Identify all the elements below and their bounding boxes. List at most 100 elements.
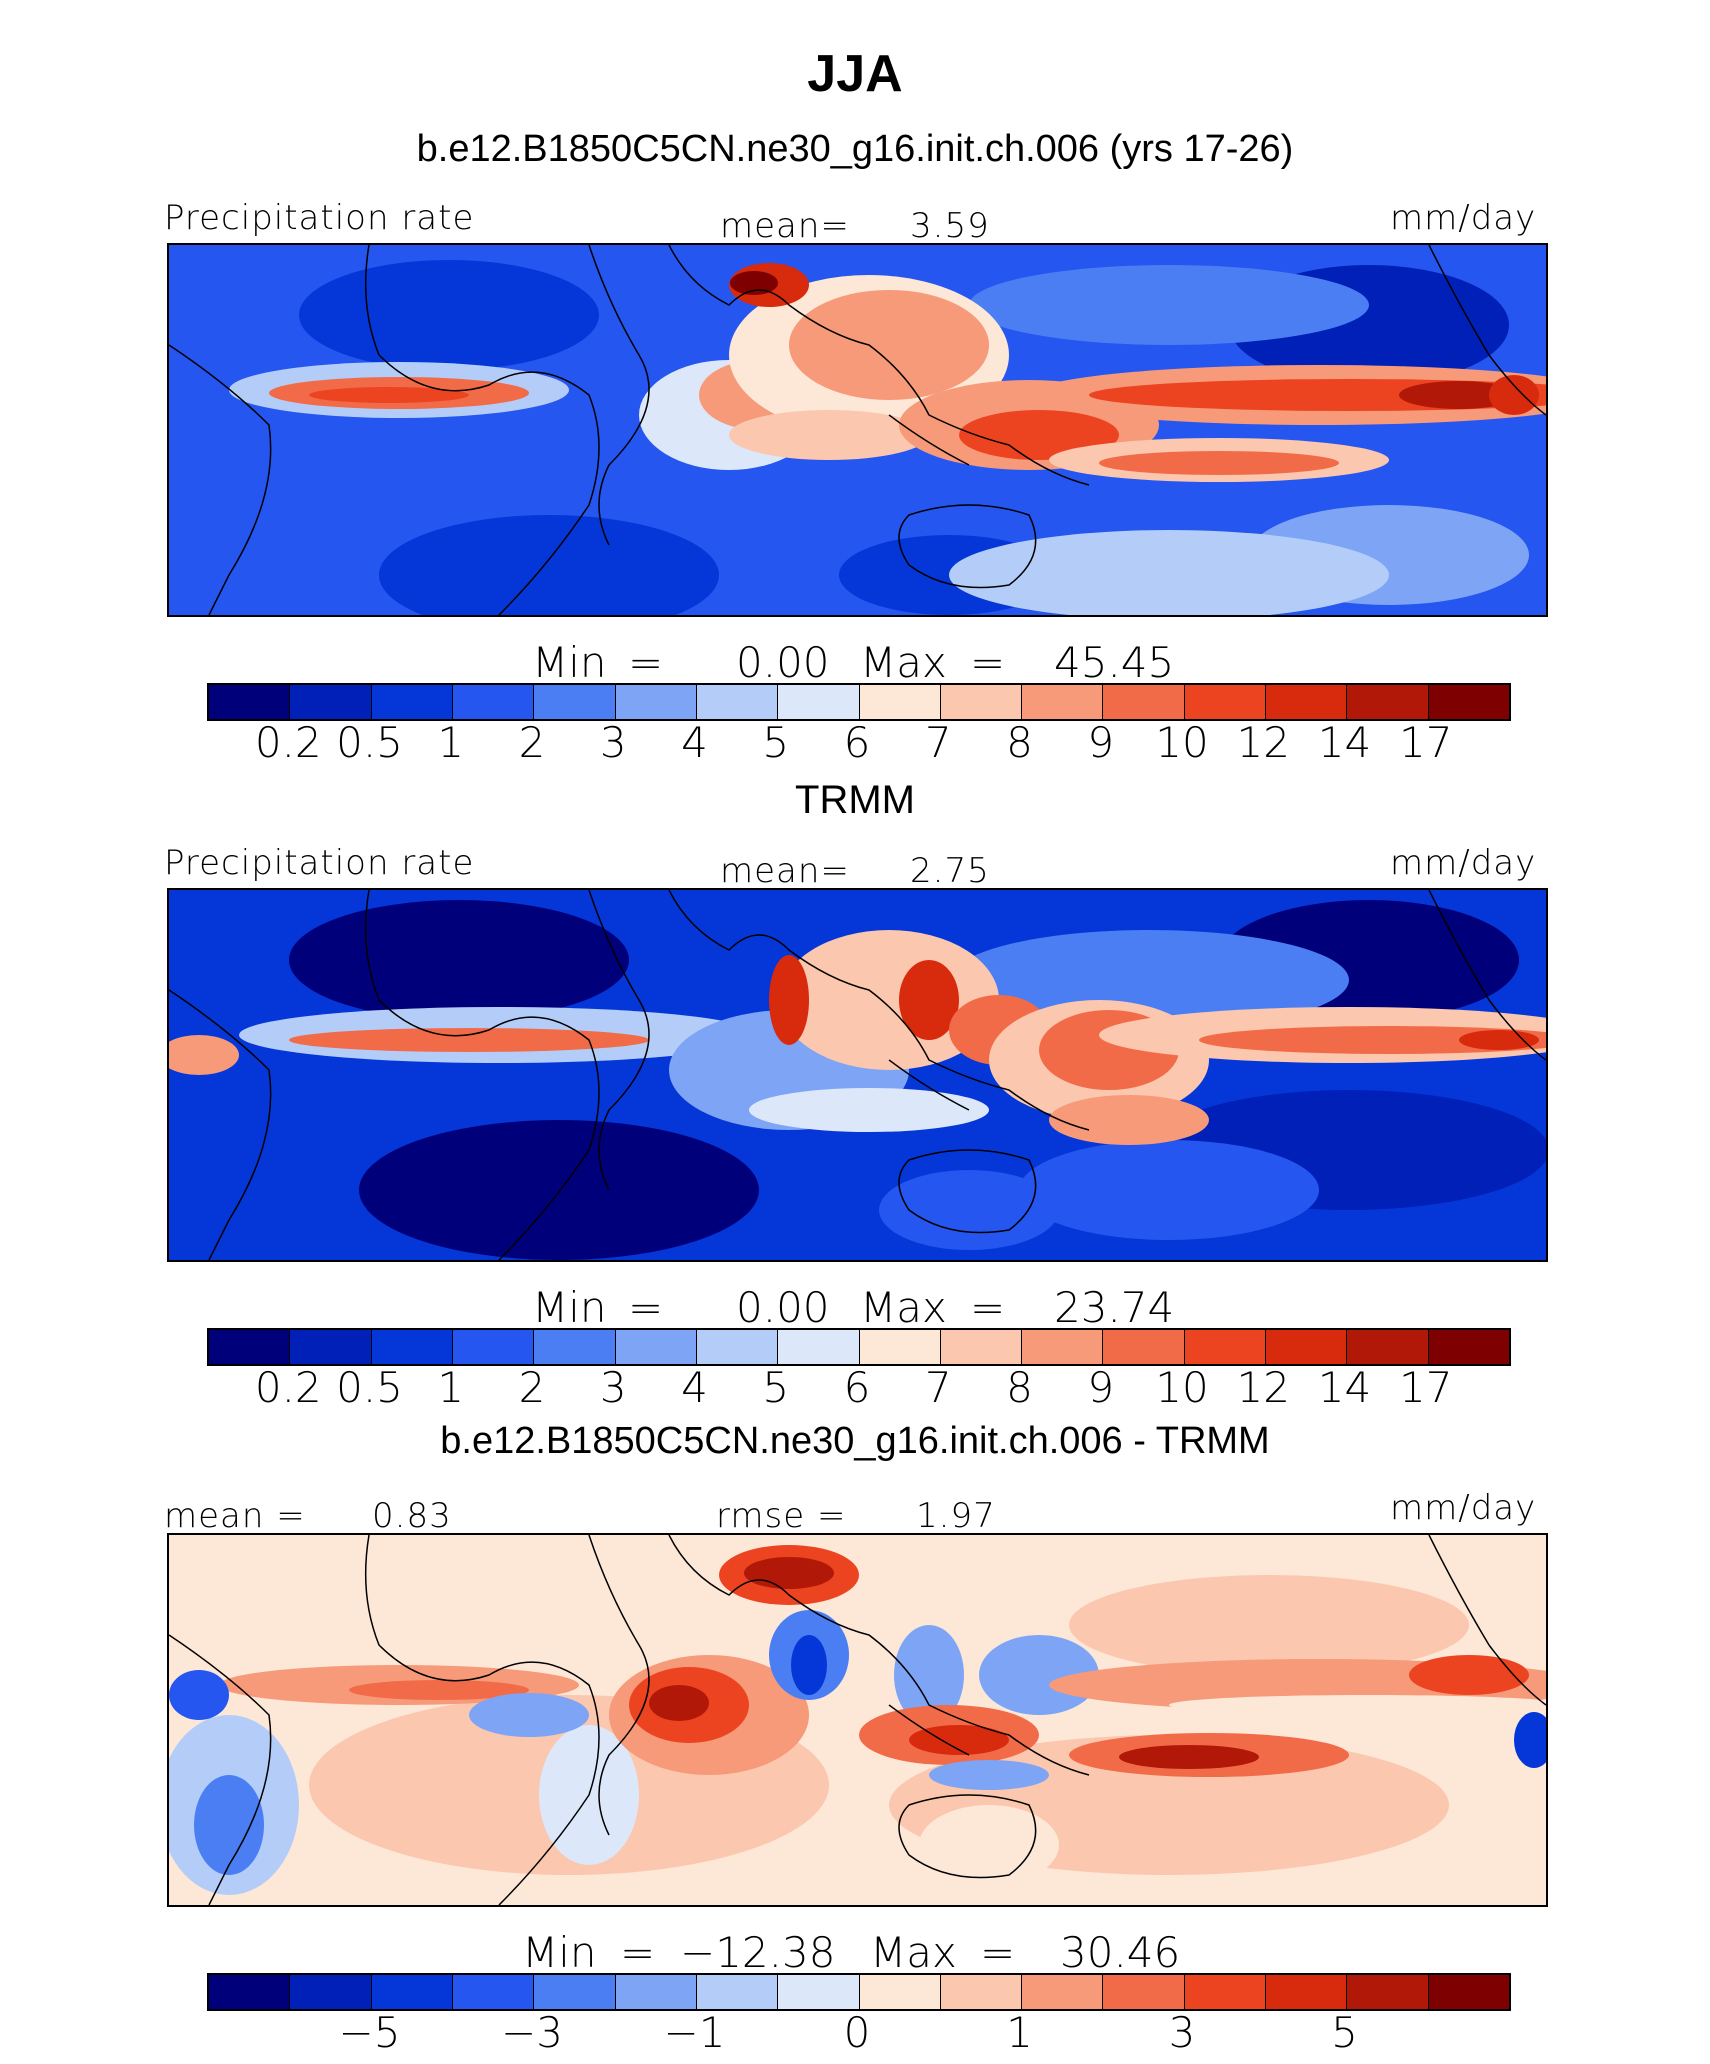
colorbar-tick-label: 14 [1317,718,1372,767]
colorbar-tick-label: 9 [1087,1363,1115,1412]
panel3-units: mm/day [1390,1488,1537,1528]
colorbar-box [615,685,697,719]
colorbar-tick-label: 10 [1155,718,1209,767]
colorbar-box [1347,685,1429,719]
panel2-max-label: Max [860,1283,947,1332]
panel1-variable-label: Precipitation rate [164,198,475,238]
panel3-min-label: Min [522,1928,597,1977]
colorbar-box [778,1330,860,1364]
colorbar-tick-label: −3 [501,2008,563,2057]
colorbar-box [1266,1330,1348,1364]
panel2-subtitle: TRMM [795,778,915,822]
colorbar-tick-label: 4 [681,718,708,767]
colorbar-tick-label: 14 [1317,1363,1372,1412]
colorbar-tick-label: 3 [599,1363,627,1412]
colorbar-box [940,1330,1023,1364]
panel1-colorbar [207,683,1511,721]
colorbar-tick-label: 3 [599,718,627,767]
panel1-map [167,243,1548,617]
colorbar-tick-label: 2 [518,718,546,767]
colorbar-tick-label: 4 [681,1363,708,1412]
colorbar-box [1347,1975,1429,2009]
panel3-max-equals: = [980,1928,1016,1977]
panel1-max-label: Max [860,638,947,687]
colorbar-tick-label: 5 [762,1363,790,1412]
panel3-subtitle: b.e12.B1850C5CN.ne30_g16.init.ch.006 - T… [440,1420,1270,1462]
colorbar-tick-label: 7 [924,718,952,767]
colorbar-tick-label: 8 [1006,718,1033,767]
colorbar-box [1428,685,1509,719]
colorbar-box [1103,1975,1185,2009]
colorbar-tick-label: 6 [843,718,871,767]
panel1-min-equals: = [628,638,664,687]
colorbar-tick-label: 6 [843,1363,871,1412]
panel2-min-label: Min [532,1283,607,1332]
panel2-units: mm/day [1390,843,1537,883]
colorbar-box [615,1975,697,2009]
colorbar-box [452,1975,535,2009]
panel1-min-value: 0.00 [736,638,830,687]
panel2-map [167,888,1548,1262]
panel2-mean-label: mean= [720,851,850,891]
panel3-max-label: Max [870,1928,957,1977]
colorbar-tick-label: 3 [1168,2008,1196,2057]
colorbar-box [371,685,453,719]
colorbar-tick-label: 5 [762,718,790,767]
colorbar-tick-label: 17 [1399,1363,1453,1412]
panel1-subtitle: b.e12.B1850C5CN.ne30_g16.init.ch.006 (yr… [416,128,1294,170]
colorbar-tick-label: 1 [1006,2008,1033,2057]
colorbar-box [371,1975,453,2009]
panel2-mean-value: 2.75 [910,851,990,891]
colorbar-box [452,1330,535,1364]
colorbar-box [290,1975,372,2009]
colorbar-box [696,1975,779,2009]
colorbar-tick-label: −5 [338,2008,401,2057]
colorbar-box [940,1975,1023,2009]
panel1-mean-label: mean= [720,206,850,246]
colorbar-box [1428,1330,1509,1364]
colorbar-box [1184,1330,1267,1364]
panel3-map [167,1533,1548,1907]
panel2-min-equals: = [628,1283,664,1332]
colorbar-box [778,685,860,719]
colorbar-box [1428,1975,1509,2009]
figure-title: JJA [807,45,903,103]
colorbar-box [209,1975,291,2009]
colorbar-tick-label: 5 [1331,2008,1358,2057]
panel3-rmse-value: 1.97 [916,1496,996,1536]
colorbar-tick-label: −1 [663,2008,726,2057]
colorbar-box [209,685,291,719]
colorbar-tick-label: 10 [1155,1363,1209,1412]
colorbar-box [696,685,779,719]
panel1-max-value: 45.45 [1054,638,1175,687]
colorbar-box [696,1330,779,1364]
colorbar-tick-label: 9 [1087,718,1115,767]
colorbar-box [1022,1975,1104,2009]
panel3-max-value: 30.46 [1060,1928,1181,1977]
colorbar-tick-label: 0 [843,2008,871,2057]
colorbar-tick-label: 0.2 [254,718,322,767]
colorbar-tick-label: 12 [1236,718,1290,767]
colorbar-box [940,685,1023,719]
panel3-colorbar [207,1973,1511,2011]
colorbar-box [1022,1330,1104,1364]
colorbar-box [859,1975,941,2009]
colorbar-box [290,1330,372,1364]
colorbar-tick-label: 0.5 [336,718,403,767]
panel3-min-value: −12.38 [680,1928,836,1977]
colorbar-box [1022,685,1104,719]
colorbar-tick-label: 0.2 [254,1363,322,1412]
panel2-colorbar [207,1328,1511,1366]
colorbar-box [1103,685,1185,719]
panel1-min-label: Min [532,638,607,687]
colorbar-box [534,685,616,719]
panel3-mean-value: 0.83 [372,1496,452,1536]
colorbar-box [1184,685,1267,719]
panel1-mean-value: 3.59 [910,206,990,246]
colorbar-box [1266,1975,1348,2009]
colorbar-tick-label: 7 [924,1363,952,1412]
colorbar-tick-label: 12 [1236,1363,1290,1412]
colorbar-tick-label: 1 [437,1363,465,1412]
colorbar-box [371,1330,453,1364]
colorbar-box [209,1330,291,1364]
